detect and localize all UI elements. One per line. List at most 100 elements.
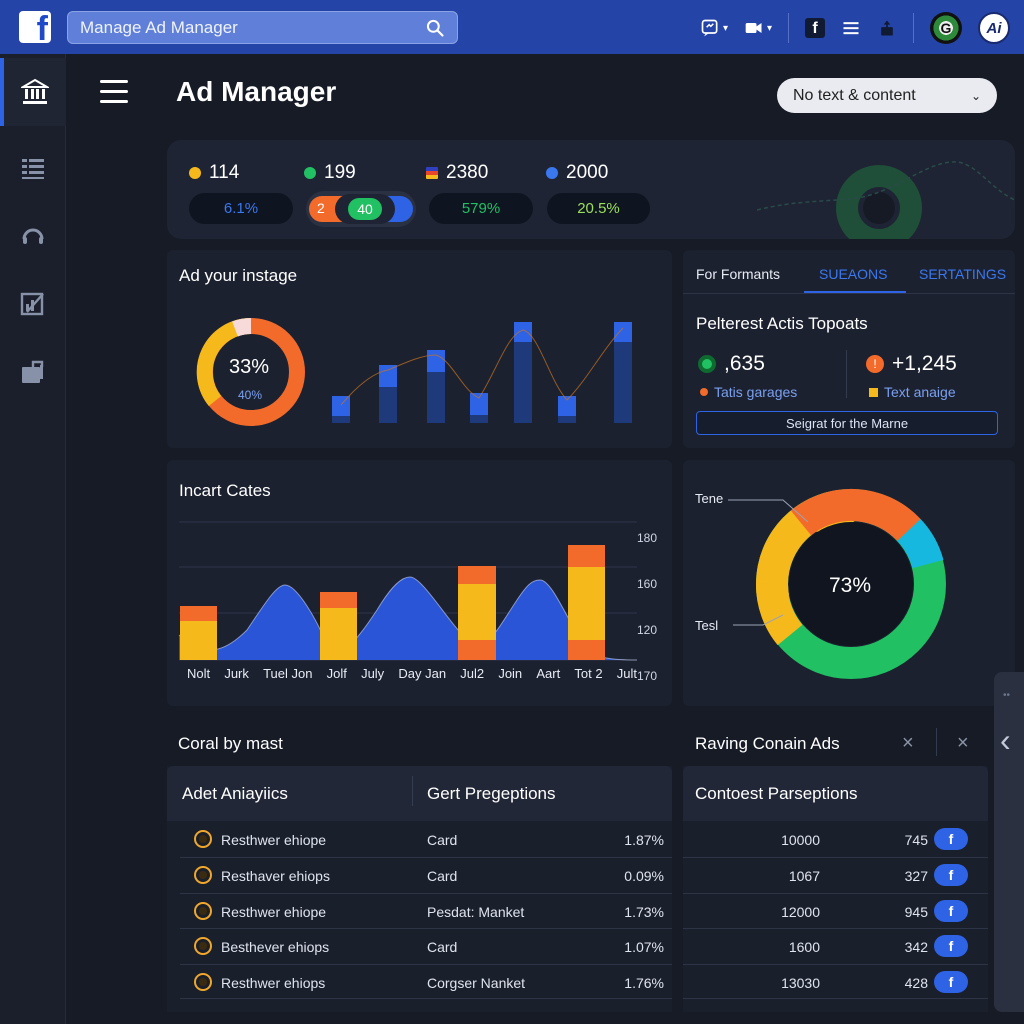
drag-handle-icon: •• <box>1003 690 1011 701</box>
tab-bar: For Formants SUEAONS SERTATINGS <box>683 250 1015 294</box>
column-header: Gert Pregeptions <box>427 784 556 803</box>
table-row[interactable]: Resthaver ehiops Card 0.09% <box>180 857 672 892</box>
chevron-left-icon: ‹ <box>1000 722 1011 758</box>
active-tab-indicator <box>804 291 906 293</box>
table-row[interactable]: Resthwer ehiope Card 1.87% <box>180 822 672 857</box>
search-input[interactable]: Manage Ad Manager <box>80 17 238 37</box>
collapse-side-panel[interactable]: •• ‹ <box>994 672 1024 1012</box>
stats-bar: 114 199 2380 2000 6.1% 2 40 579% 20.5% <box>167 140 1015 239</box>
facebook-badge-icon[interactable]: f <box>934 864 968 886</box>
toggle-knob: 40 <box>335 194 395 224</box>
hamburger-menu-icon[interactable] <box>100 80 128 106</box>
row-value-b: 327 <box>904 868 928 884</box>
divider <box>936 728 937 756</box>
ring-value: 73% <box>829 574 872 597</box>
stat-value: 199 <box>324 162 356 183</box>
page-title: Ad Manager <box>176 76 337 107</box>
stat-2: 199 <box>304 162 356 184</box>
row-pct: 1.87% <box>624 832 664 848</box>
stat-pill-3[interactable]: 579% <box>429 193 533 224</box>
table-header: Contoest Parseptions <box>683 766 988 821</box>
close-icon[interactable]: × <box>957 732 969 754</box>
ring-label-bottom: Tesl <box>695 618 719 633</box>
facebook-logo[interactable]: f <box>19 11 51 43</box>
table-row[interactable]: 10000 745 f <box>683 822 988 857</box>
menu-button[interactable] <box>841 18 861 38</box>
table-row[interactable]: Resthwer ehiops Corgser Nanket 1.76% <box>180 964 672 999</box>
kpi-2-sub: Text anaige <box>869 384 956 400</box>
facebook-badge-icon[interactable]: f <box>934 971 968 993</box>
facebook-badge-icon[interactable]: f <box>934 900 968 922</box>
divider <box>913 13 914 43</box>
ring-panel: Tene Tesl 73% <box>683 460 1015 706</box>
tab-sueaons[interactable]: SUEAONS <box>819 266 888 282</box>
table-row[interactable]: 12000 945 f <box>683 893 988 928</box>
facebook-badge-icon[interactable]: f <box>934 935 968 957</box>
row-value-a: 1067 <box>788 868 820 884</box>
list-icon <box>22 159 44 179</box>
divider <box>788 13 789 43</box>
top-icons: ▾ ▾ f G Ai <box>700 12 1010 44</box>
search-icon[interactable] <box>425 18 445 38</box>
stat-pill-4[interactable]: 20.5% <box>547 193 650 224</box>
tab-for-formants[interactable]: For Formants <box>696 266 781 282</box>
table-row[interactable]: 13030 428 f <box>683 964 988 999</box>
row-pct: 1.76% <box>624 975 664 991</box>
y-tick: 170 <box>637 669 658 683</box>
share-button[interactable] <box>877 18 897 38</box>
video-camera-icon <box>745 23 762 33</box>
ai-assistant-avatar[interactable]: Ai <box>978 12 1010 44</box>
sidebar-item-reports[interactable] <box>0 270 66 338</box>
facebook-badge-icon[interactable]: f <box>934 828 968 850</box>
facebook-square-icon[interactable]: f <box>805 18 825 38</box>
table-row[interactable]: Besthever ehiops Card 1.07% <box>180 928 672 963</box>
incart-panel: Incart Cates 180 160 120 170 Nolt Jurk T… <box>167 460 672 706</box>
globe-icon <box>194 973 212 991</box>
flag-icon <box>426 167 438 179</box>
toggle-left-value: 2 <box>317 200 325 216</box>
table-header: Adet Aniayiics Gert Pregeptions <box>167 766 672 821</box>
globe-icon <box>194 902 212 920</box>
sidebar-item-support[interactable] <box>0 202 66 270</box>
right-table: Contoest Parseptions 10000 745 f 1067 32… <box>683 766 988 1012</box>
row-value-a: 13030 <box>781 975 820 991</box>
stat-toggle[interactable]: 2 40 <box>306 191 416 227</box>
content-filter-dropdown[interactable]: No text & content ⌄ <box>777 78 997 113</box>
stat-pill-1[interactable]: 6.1% <box>189 193 293 224</box>
close-icon[interactable]: × <box>902 732 914 754</box>
chevron-down-icon: ▾ <box>722 22 728 34</box>
stat-value: 2380 <box>446 162 489 183</box>
globe-icon <box>194 937 212 955</box>
stat-1: 114 <box>189 162 239 184</box>
segment-button[interactable]: Seigrat for the Marne <box>696 411 998 435</box>
messenger-button[interactable]: ▾ <box>700 18 728 38</box>
row-value-b: 342 <box>904 939 928 955</box>
row-name: Resthwer ehiops <box>221 975 326 991</box>
x-tick: Jult <box>616 666 637 681</box>
stat-value: 2000 <box>566 162 609 183</box>
sidebar-item-list[interactable] <box>0 134 66 202</box>
profile-avatar[interactable]: G <box>930 12 962 44</box>
folder-icon <box>22 360 44 383</box>
sidebar-item-folders[interactable] <box>0 338 66 406</box>
facebook-logo-letter: f <box>36 11 48 43</box>
row-name: Resthwer ehiope <box>221 904 327 920</box>
table-row[interactable]: Resthwer ehiope Pesdat: Manket 1.73% <box>180 893 672 928</box>
donut-subvalue: 40% <box>238 388 263 402</box>
table-row[interactable]: 1067 327 f <box>683 857 988 892</box>
toggle-right-value: 40 <box>348 198 382 220</box>
video-button[interactable]: ▾ <box>744 18 772 38</box>
tab-sertatings[interactable]: SERTATINGS <box>919 266 1007 282</box>
row-type: Pesdat: Manket <box>427 904 525 920</box>
row-value-a: 10000 <box>781 832 820 848</box>
row-type: Corgser Nanket <box>427 975 526 991</box>
table-row[interactable]: 1600 342 f <box>683 928 988 963</box>
search-bar[interactable]: Manage Ad Manager <box>67 11 458 44</box>
headset-icon <box>22 228 44 244</box>
y-tick: 160 <box>637 577 658 591</box>
row-value-b: 945 <box>904 904 928 920</box>
row-name: Resthaver ehiops <box>221 868 330 884</box>
donut-value: 33% <box>229 356 270 378</box>
sidebar-item-home[interactable] <box>0 58 66 126</box>
kpi-1-sub: Tatis garages <box>700 384 797 400</box>
